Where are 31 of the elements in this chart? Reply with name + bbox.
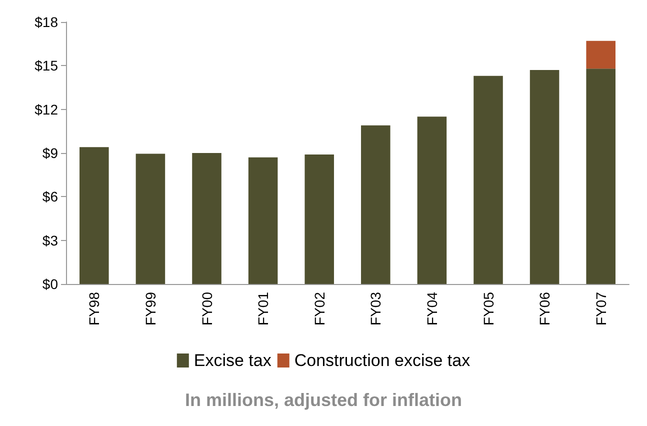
x-tick-label: FY98: [86, 292, 102, 326]
bar: [361, 125, 390, 284]
x-tick-label: FY07: [592, 292, 609, 326]
y-tick-label: $6: [42, 188, 58, 205]
bar: [417, 116, 447, 284]
bar: [474, 76, 503, 284]
bar: [80, 147, 109, 284]
bar: [586, 68, 616, 284]
text: In millions, adjusted for inflation: [184, 390, 462, 410]
bar: [304, 154, 334, 284]
bar: [136, 154, 166, 284]
x-tick-label: FY03: [368, 292, 384, 326]
y-tick-label: $18: [34, 14, 58, 30]
x-tick-label: FY01: [255, 292, 272, 326]
x-tick-label: FY06: [536, 292, 553, 326]
y-tick-label: $9: [42, 145, 58, 161]
y-tick-label: $15: [34, 58, 58, 74]
legend-label: Construction excise tax: [294, 351, 471, 370]
bar: [586, 40, 616, 69]
x-tick-label: FY05: [480, 292, 496, 326]
y-tick-label: $3: [42, 232, 58, 248]
bar: [530, 70, 560, 284]
x-tick-label: FY00: [198, 292, 215, 326]
legend-label: Excise tax: [194, 351, 272, 370]
x-tick-label: FY02: [311, 292, 328, 326]
y-tick-label: $0: [42, 276, 58, 292]
bar: [192, 153, 222, 284]
bar: [248, 157, 278, 284]
y-tick-label: $12: [34, 101, 58, 118]
x-tick-label: FY04: [424, 292, 440, 326]
x-tick-label: FY99: [142, 292, 158, 326]
